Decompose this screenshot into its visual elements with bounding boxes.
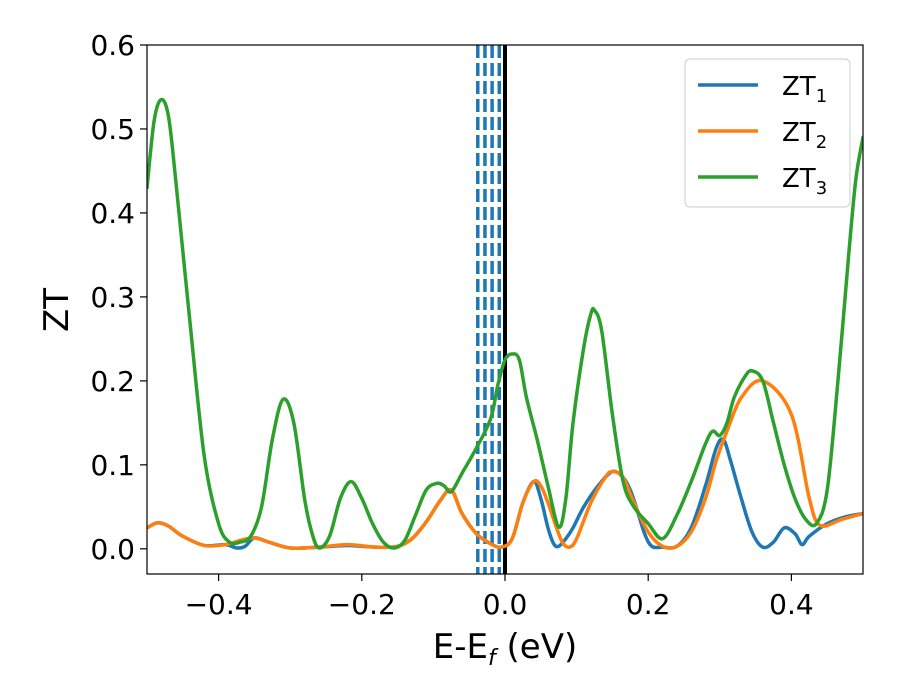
vertical-markers xyxy=(476,45,507,574)
y-tick-label: 0.5 xyxy=(90,113,135,146)
x-axis: −0.4 −0.2 0.0 0.2 0.4 xyxy=(185,574,814,621)
y-tick-label: 0.3 xyxy=(90,281,135,314)
x-tick-label: 0.2 xyxy=(626,588,671,621)
x-axis-label-suffix: (eV) xyxy=(496,627,578,667)
y-tick-label: 0.1 xyxy=(90,449,135,482)
x-axis-label-subscript: f xyxy=(488,646,499,671)
legend-label-zt3: ZT3 xyxy=(782,164,827,199)
x-tick-label: −0.4 xyxy=(185,588,253,621)
x-tick-label: 0.4 xyxy=(769,588,814,621)
series-lines xyxy=(147,97,863,551)
x-axis-label: E-Ef (eV) xyxy=(433,627,578,671)
legend: ZT1 ZT2 ZT3 xyxy=(684,58,851,208)
y-tick-label: 0.0 xyxy=(90,533,135,566)
y-tick-label: 0.4 xyxy=(90,197,135,230)
legend-label-zt2: ZT2 xyxy=(782,118,827,153)
series-line-zt3 xyxy=(147,97,863,550)
y-tick-label: 0.6 xyxy=(90,29,135,62)
legend-label-zt1: ZT1 xyxy=(782,72,827,107)
x-tick-label: 0.0 xyxy=(483,588,528,621)
legend-frame xyxy=(684,58,851,208)
y-axis: 0.0 0.1 0.2 0.3 0.4 0.5 0.6 xyxy=(90,29,147,566)
series-line-zt2 xyxy=(147,378,863,551)
x-tick-label: −0.2 xyxy=(328,588,396,621)
x-axis-label-main: E-E xyxy=(433,627,488,667)
y-tick-label: 0.2 xyxy=(90,365,135,398)
y-axis-label: ZT xyxy=(37,288,77,332)
